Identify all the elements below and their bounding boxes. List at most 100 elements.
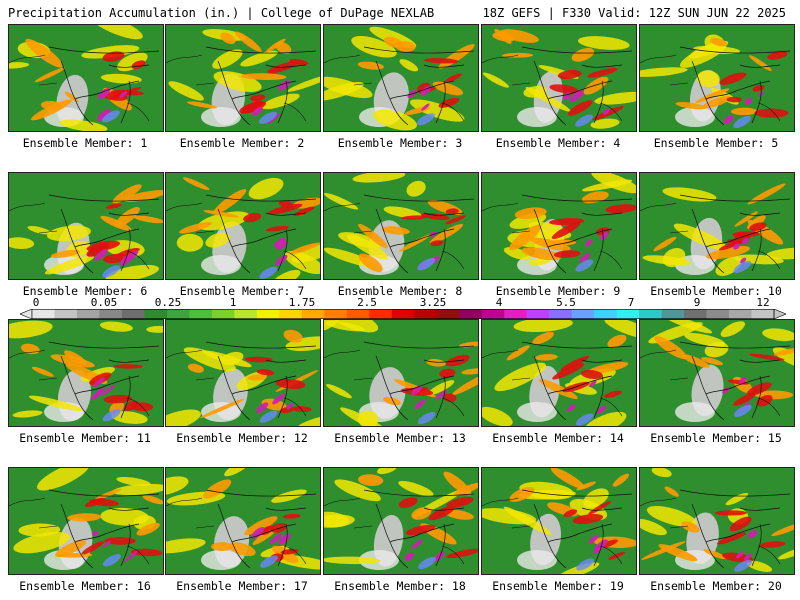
precip-map: [9, 173, 163, 279]
ensemble-member-map: [481, 172, 637, 280]
precip-swath-light: [100, 507, 149, 526]
ensemble-member-label: Ensemble Member: 4: [495, 136, 621, 150]
precip-swath-moderate: [539, 379, 578, 399]
precip-swath-extreme: [433, 551, 445, 562]
precip-swath-moderate: [283, 329, 303, 343]
precip-swath-light: [604, 320, 636, 339]
precip-swath-moderate: [429, 223, 464, 244]
colorbar-min-arrow: [20, 309, 33, 319]
precip-swath-moderate: [212, 189, 247, 215]
precip-map: [324, 173, 478, 279]
colorbar-swatch: [526, 309, 550, 319]
precip-swath-light: [296, 414, 320, 426]
map-borders: [482, 497, 623, 565]
precip-swath-moderate: [358, 223, 388, 249]
colorbar-swatch: [144, 309, 168, 319]
precip-swath-heavy: [282, 513, 301, 519]
precip-swath-light: [166, 476, 189, 496]
precip-swath-light: [590, 118, 620, 129]
precip-swath-moderate: [187, 363, 204, 373]
precip-swath-light: [46, 225, 92, 242]
ensemble-member-map: [165, 172, 321, 280]
precip-map: [324, 468, 478, 574]
colorbar-tick-label: 4: [495, 296, 503, 309]
precip-swath-light: [351, 36, 397, 58]
ensemble-member-map: [639, 24, 795, 132]
precip-swath-light: [762, 328, 794, 342]
precip-swath-heavy: [270, 523, 287, 533]
precip-swath-light: [224, 468, 251, 477]
precip-swath-extreme: [733, 404, 752, 417]
map-borders: [9, 202, 150, 270]
precip-swath-moderate: [681, 354, 710, 368]
map-borders: [363, 46, 475, 126]
precip-swath-light: [166, 409, 201, 426]
precip-swath-moderate: [710, 38, 728, 47]
precip-swath-light: [503, 506, 552, 535]
precip-swath-moderate: [358, 253, 383, 273]
precip-swath-moderate: [509, 486, 535, 502]
precip-swath-heavy: [401, 215, 428, 220]
colorbar-tick-label: 5.5: [556, 296, 576, 309]
precip-swath-light: [482, 406, 513, 426]
ensemble-member-label: Ensemble Member: 17: [176, 579, 308, 593]
map-title: Precipitation Accumulation (in.) | Colle…: [8, 6, 435, 20]
precip-swath-moderate: [675, 102, 707, 110]
precip-map: [166, 25, 320, 131]
precip-swath-extreme: [256, 402, 269, 414]
precip-swath-heavy: [292, 406, 312, 413]
precip-swath-moderate: [25, 38, 63, 68]
precip-swath-extreme: [124, 550, 138, 563]
map-borders: [521, 46, 633, 126]
precip-swath-moderate: [612, 473, 630, 487]
precip-swath-light: [205, 232, 230, 248]
precip-swath-extreme: [93, 377, 105, 388]
ensemble-member-label: Ensemble Member: 6: [22, 284, 148, 298]
precip-swath-light: [324, 320, 341, 332]
precip-swath-extreme: [733, 260, 752, 274]
precip-swath-light: [338, 232, 381, 248]
precip-swath-heavy: [553, 250, 581, 258]
precip-swath-heavy: [587, 67, 618, 78]
precip-map: [482, 25, 636, 131]
precip-swath-extreme: [430, 230, 437, 237]
precip-swath-heavy: [420, 212, 450, 221]
precip-swath-moderate: [532, 331, 554, 345]
precip-swath-light: [9, 320, 53, 339]
map-borders: [482, 349, 623, 417]
precip-swath-heavy: [749, 353, 785, 361]
colorbar-swatch: [436, 309, 460, 319]
precip-swath-heavy: [239, 101, 266, 114]
map-borders: [324, 497, 465, 565]
precip-swath-extreme: [94, 248, 108, 261]
map-borders: [9, 54, 150, 122]
precip-swath-light: [513, 320, 573, 333]
precip-swath-extreme: [119, 91, 128, 99]
precip-swath-heavy: [567, 100, 593, 116]
precip-swath-extreme: [411, 385, 422, 395]
map-borders: [324, 349, 465, 417]
precip-swath-moderate: [275, 41, 292, 54]
ensemble-member-label: Ensemble Member: 20: [650, 579, 782, 593]
precip-swath-extreme: [435, 389, 448, 400]
precip-swath-heavy: [275, 378, 306, 389]
map-borders: [166, 54, 307, 122]
precip-swath-moderate: [551, 239, 577, 246]
precip-swath-light: [212, 49, 243, 69]
precip-swath-heavy: [81, 541, 104, 555]
precip-swath-extreme: [259, 410, 278, 423]
precip-swath-extreme: [260, 555, 278, 568]
ensemble-member-label: Ensemble Member: 13: [334, 431, 466, 445]
precip-swath-heavy: [445, 215, 466, 225]
precip-swath-light: [765, 247, 794, 260]
precip-swath-heavy: [105, 203, 122, 209]
map-borders: [48, 489, 160, 569]
precip-swath-moderate: [521, 247, 562, 261]
precip-swath-heavy: [714, 510, 747, 516]
precip-swath-moderate: [747, 183, 786, 205]
precip-swath-moderate: [461, 368, 478, 375]
precip-swath-moderate: [641, 541, 686, 560]
ensemble-member-label: Ensemble Member: 3: [337, 136, 463, 150]
precip-map: [9, 468, 163, 574]
ensemble-member-label: Ensemble Member: 9: [495, 284, 621, 298]
